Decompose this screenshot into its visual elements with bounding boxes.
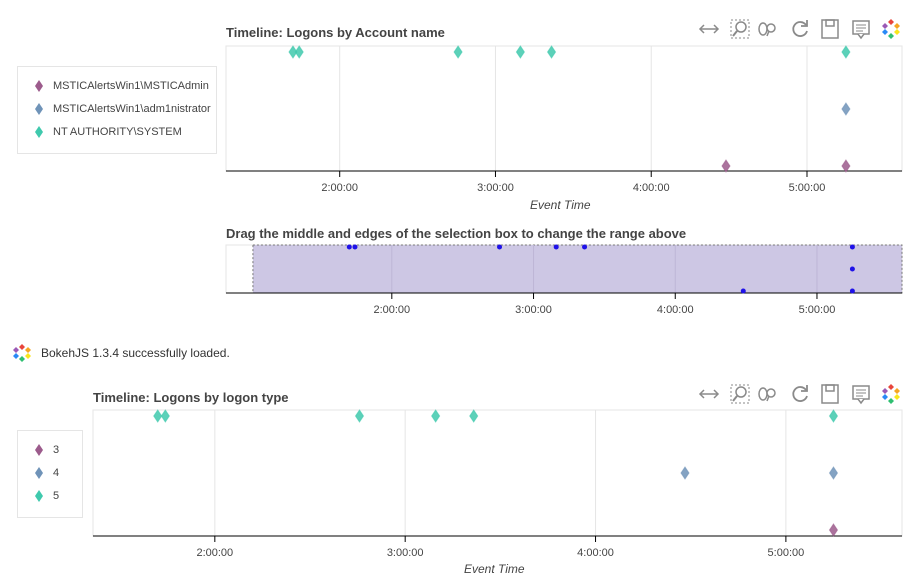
- legend-label: MSTICAlertsWin1\adm1nistrator: [53, 103, 211, 115]
- data-point: [828, 466, 839, 480]
- legend-diamond-icon: [35, 126, 43, 138]
- x-tick-label: 5:00:00: [799, 304, 836, 316]
- legend-label: NT AUTHORITY\SYSTEM: [53, 126, 182, 138]
- legend-diamond-icon: [35, 103, 43, 115]
- bokeh-logo-icon: [879, 17, 903, 41]
- bokeh-loaded-message: BokehJS 1.3.4 successfully loaded.: [41, 346, 230, 360]
- range-point: [497, 244, 503, 250]
- data-point: [354, 409, 365, 423]
- range-title: Drag the middle and edges of the selecti…: [226, 226, 687, 241]
- data-point: [294, 45, 304, 59]
- save-icon[interactable]: [818, 382, 842, 406]
- selection-box: [252, 244, 903, 294]
- box-zoom-icon[interactable]: [728, 17, 752, 41]
- x-tick-label: 3:00:00: [477, 182, 514, 194]
- bokeh-logo-icon: [13, 344, 31, 362]
- legend-label: 5: [53, 490, 60, 502]
- chart1-plot[interactable]: 2:00:00 3:00:00 4:00:00 5:00:00: [0, 0, 924, 220]
- chart3-plot[interactable]: 2:00:00 3:00:00 4:00:00 5:00:00: [0, 400, 924, 560]
- data-point: [680, 466, 690, 480]
- legend-label: MSTICAlertsWin1\MSTICAdmin: [53, 80, 209, 92]
- box-zoom-icon[interactable]: [728, 382, 752, 406]
- x-tick-label: 2:00:00: [373, 304, 410, 316]
- legend-label: 3: [53, 444, 60, 456]
- data-point: [153, 409, 163, 423]
- data-point: [431, 409, 441, 423]
- wheel-zoom-icon[interactable]: [756, 382, 780, 406]
- range-point: [740, 288, 746, 294]
- chart3-legend: 3 4 5: [17, 430, 83, 518]
- data-point: [515, 45, 525, 59]
- legend-label: 4: [53, 467, 60, 479]
- x-tick-label: 4:00:00: [633, 182, 670, 194]
- reset-icon[interactable]: [788, 382, 812, 406]
- legend-diamond-icon: [35, 467, 43, 479]
- x-tick-label: 4:00:00: [577, 547, 614, 559]
- data-point: [469, 409, 479, 423]
- legend-diamond-icon: [35, 444, 43, 456]
- plot-frame: [225, 45, 903, 172]
- range-point: [346, 244, 352, 250]
- data-point: [721, 159, 731, 173]
- data-point: [288, 45, 298, 59]
- x-tick-label: 5:00:00: [768, 547, 805, 559]
- range-point: [582, 244, 588, 250]
- range-point: [849, 266, 855, 272]
- chart3-xlabel: Event Time: [464, 562, 525, 576]
- data-point: [841, 159, 851, 173]
- x-tick-label: 4:00:00: [657, 304, 694, 316]
- data-point: [546, 45, 557, 59]
- bokeh-logo-icon: [879, 382, 903, 406]
- reset-icon[interactable]: [788, 17, 812, 41]
- chart1-legend: MSTICAlertsWin1\MSTICAdmin MSTICAlertsWi…: [17, 66, 217, 154]
- range-point: [553, 244, 559, 250]
- x-tick-label: 3:00:00: [515, 304, 552, 316]
- x-tick-label: 3:00:00: [387, 547, 424, 559]
- save-icon[interactable]: [818, 17, 842, 41]
- x-tick-label: 5:00:00: [789, 182, 826, 194]
- range-point: [849, 288, 855, 294]
- data-point: [841, 102, 851, 116]
- x-tick-label: 2:00:00: [196, 547, 233, 559]
- data-point: [828, 523, 839, 537]
- range-point: [352, 244, 358, 250]
- legend-diamond-icon: [35, 80, 43, 92]
- data-point: [828, 409, 839, 423]
- chart1-xlabel: Event Time: [530, 198, 591, 212]
- range-selector-plot[interactable]: 2:00:00 3:00:00 4:00:00 5:00:00: [0, 240, 924, 320]
- legend-diamond-icon: [35, 490, 43, 502]
- range-point: [849, 244, 855, 250]
- data-point: [841, 45, 851, 59]
- chart3-title: Timeline: Logons by logon type: [93, 390, 289, 405]
- data-point: [160, 409, 170, 423]
- chart1-title: Timeline: Logons by Account name: [226, 25, 445, 40]
- plot-frame: [92, 409, 903, 537]
- wheel-zoom-icon[interactable]: [756, 17, 780, 41]
- data-point: [453, 45, 463, 59]
- x-tick-label: 2:00:00: [321, 182, 358, 194]
